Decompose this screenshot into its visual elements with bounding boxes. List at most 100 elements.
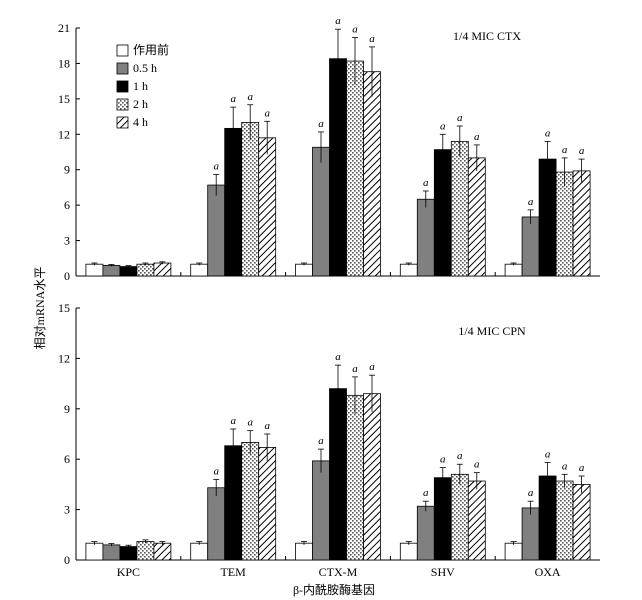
bar xyxy=(85,263,104,277)
significance-label: a xyxy=(247,91,253,103)
significance-label: a xyxy=(457,112,463,124)
bar xyxy=(572,170,591,277)
significance-label: a xyxy=(230,93,236,105)
y-tick-label: 6 xyxy=(64,452,70,466)
bar xyxy=(433,149,452,277)
bar xyxy=(504,542,523,561)
bar xyxy=(119,546,138,561)
y-tick-label: 18 xyxy=(58,56,70,70)
legend-swatch xyxy=(116,80,129,93)
bar xyxy=(295,263,313,277)
bar xyxy=(258,447,277,561)
bar xyxy=(207,487,226,561)
significance-label: a xyxy=(545,449,551,461)
bar xyxy=(329,58,347,277)
bar xyxy=(467,157,486,277)
y-tick-label: 6 xyxy=(64,198,70,212)
x-category-label: OXA xyxy=(535,565,561,579)
significance-label: a xyxy=(264,107,270,119)
significance-label: a xyxy=(335,15,341,27)
x-category-label: SHV xyxy=(431,565,455,579)
significance-label: a xyxy=(247,417,253,429)
bar xyxy=(224,127,243,277)
bar xyxy=(521,216,540,277)
y-tick-label: 0 xyxy=(64,553,70,567)
significance-label: a xyxy=(579,145,585,157)
bar xyxy=(416,505,435,561)
panel-title: 1/4 MIC CPN xyxy=(458,324,526,338)
bar xyxy=(399,542,418,561)
bar xyxy=(241,122,260,277)
legend-label: 作用前 xyxy=(133,42,169,57)
significance-label: a xyxy=(545,127,551,139)
bar xyxy=(258,137,277,277)
bar xyxy=(136,541,155,561)
significance-label: a xyxy=(474,459,480,471)
bar xyxy=(153,542,172,561)
significance-label: a xyxy=(318,435,324,447)
y-tick-label: 12 xyxy=(58,351,70,365)
legend-swatch xyxy=(116,44,129,57)
significance-label: a xyxy=(440,454,446,466)
significance-label: a xyxy=(562,460,568,472)
bar xyxy=(190,542,209,561)
y-axis-title: 相对mRNA水平 xyxy=(33,267,47,350)
x-category-label: CTX-M xyxy=(319,565,358,579)
significance-label: a xyxy=(423,487,429,499)
significance-label: a xyxy=(528,487,534,499)
bar xyxy=(416,198,435,277)
bar xyxy=(467,480,486,561)
y-tick-label: 15 xyxy=(58,92,70,106)
bar xyxy=(363,393,381,561)
bar xyxy=(102,544,121,561)
x-axis-title: β-内酰胺酶基因 xyxy=(293,582,375,597)
x-category-label: TEM xyxy=(221,565,247,579)
y-tick-label: 9 xyxy=(64,402,70,416)
significance-label: a xyxy=(318,118,324,130)
legend: 作用前 0.5 h 1 h 2 h 4 h xyxy=(116,42,169,129)
significance-label: a xyxy=(369,361,375,373)
significance-label: a xyxy=(562,144,568,156)
legend-swatch xyxy=(116,116,129,129)
bar xyxy=(555,480,574,561)
legend-label: 2 h xyxy=(133,97,148,111)
bar xyxy=(136,263,155,277)
bar xyxy=(363,71,381,277)
bar xyxy=(346,394,364,561)
significance-label: a xyxy=(335,351,341,363)
significance-label: a xyxy=(213,160,219,172)
panel-title: 1/4 MIC CTX xyxy=(453,29,521,43)
bar xyxy=(329,388,347,561)
bar xyxy=(346,60,364,277)
significance-label: a xyxy=(423,177,429,189)
y-tick-label: 0 xyxy=(64,269,70,283)
y-tick-label: 3 xyxy=(64,503,70,517)
significance-label: a xyxy=(440,120,446,132)
significance-label: a xyxy=(230,415,236,427)
significance-label: a xyxy=(579,462,585,474)
bar xyxy=(119,266,138,277)
bar xyxy=(450,140,469,277)
legend-label: 4 h xyxy=(133,115,148,129)
significance-label: a xyxy=(369,33,375,45)
y-tick-label: 21 xyxy=(58,21,70,35)
significance-label: a xyxy=(528,196,534,208)
bar xyxy=(295,542,313,561)
significance-label: a xyxy=(264,420,270,432)
bar xyxy=(207,184,226,277)
bar xyxy=(85,542,104,561)
bar xyxy=(450,473,469,561)
bar xyxy=(102,264,121,277)
legend-label: 0.5 h xyxy=(133,61,157,75)
bar xyxy=(312,146,330,277)
x-category-label: KPC xyxy=(117,565,140,579)
legend-swatch xyxy=(116,62,129,75)
significance-label: a xyxy=(352,23,358,35)
legend-label: 1 h xyxy=(133,79,148,93)
significance-label: a xyxy=(474,131,480,143)
bar xyxy=(241,441,260,561)
bar xyxy=(312,460,330,561)
